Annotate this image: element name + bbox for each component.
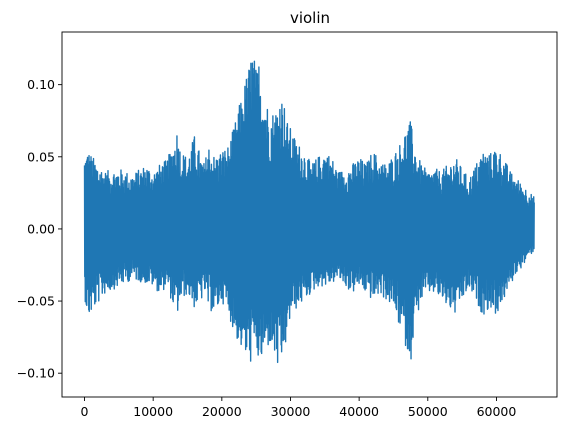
x-tick-label: 30000 xyxy=(271,404,311,419)
plot-area xyxy=(83,60,535,364)
x-axis: 0 10000 20000 30000 40000 50000 60000 xyxy=(81,397,517,419)
x-tick-label: 50000 xyxy=(408,404,448,419)
plot-frame xyxy=(61,31,558,398)
y-tick-label: 0.10 xyxy=(27,77,55,92)
y-tick-label: 0.00 xyxy=(27,221,55,236)
y-axis: −0.10 −0.05 0.00 0.05 0.10 xyxy=(17,77,62,381)
chart-title: violin xyxy=(290,9,330,27)
x-tick-label: 60000 xyxy=(477,404,517,419)
series-line-waveform xyxy=(83,60,535,364)
y-tick-label: −0.10 xyxy=(17,366,55,381)
x-tick-label: 0 xyxy=(81,404,89,419)
y-tick-label: −0.05 xyxy=(17,294,55,309)
y-tick-label: 0.05 xyxy=(27,149,55,164)
x-tick-label: 10000 xyxy=(133,404,173,419)
x-tick-label: 20000 xyxy=(202,404,242,419)
x-tick-label: 40000 xyxy=(339,404,379,419)
